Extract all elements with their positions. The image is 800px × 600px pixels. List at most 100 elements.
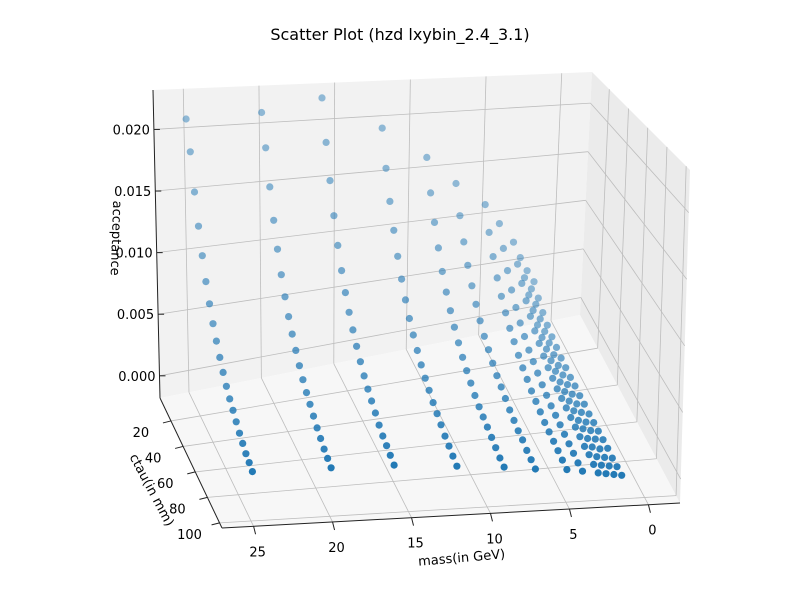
z-grid-line (590, 102, 690, 213)
data-point (429, 399, 437, 407)
data-point (375, 421, 383, 429)
data-point (520, 332, 529, 341)
z-tick-label: 0.015 (114, 185, 151, 200)
data-point (562, 364, 570, 372)
y-tick-label: 40 (145, 451, 162, 466)
data-point (212, 337, 220, 345)
data-point (518, 279, 526, 287)
data-point (563, 381, 572, 389)
z-grid-line (587, 151, 688, 280)
data-point (523, 446, 531, 454)
data-point (476, 317, 484, 325)
data-point (405, 314, 413, 323)
x-tick-label: 15 (407, 537, 424, 552)
data-point (534, 369, 542, 377)
data-point (454, 339, 463, 347)
x-tick-label: 20 (328, 541, 345, 556)
data-point (532, 397, 540, 405)
data-point (219, 368, 227, 376)
data-point (506, 406, 514, 414)
data-point (433, 410, 441, 418)
data-point (182, 115, 190, 123)
data-point (552, 343, 561, 351)
data-point (567, 413, 575, 422)
data-point (484, 346, 493, 354)
data-point (459, 353, 467, 361)
y-tick-mark (187, 471, 196, 475)
data-point (398, 275, 406, 283)
data-point (514, 351, 523, 359)
data-point (522, 297, 530, 305)
data-point (585, 451, 593, 459)
data-point (194, 222, 203, 230)
data-point (493, 372, 501, 380)
data-point (318, 94, 326, 102)
data-point (545, 428, 553, 436)
data-point (479, 413, 487, 421)
data-point (547, 402, 555, 410)
data-point (514, 427, 522, 435)
data-point (302, 389, 311, 397)
z-tick-label: 0.000 (118, 370, 155, 385)
data-point (501, 394, 509, 403)
data-point (205, 300, 214, 308)
data-point (338, 267, 346, 275)
data-point (288, 330, 296, 338)
data-point (413, 346, 421, 355)
data-point (560, 430, 569, 438)
data-point (525, 291, 533, 299)
data-point (565, 440, 573, 448)
data-point (531, 327, 539, 335)
data-point (417, 361, 425, 369)
data-point (497, 292, 505, 300)
data-point (563, 466, 571, 474)
data-point (587, 427, 595, 435)
data-point (562, 404, 570, 412)
data-point (503, 267, 512, 275)
data-point (281, 293, 289, 301)
data-point (566, 373, 575, 381)
x-tick-label: 0 (648, 524, 656, 539)
data-point (588, 443, 596, 451)
z-tick-label: 0.005 (117, 308, 154, 323)
x-tick-mark (489, 513, 493, 522)
data-point (576, 392, 584, 400)
data-point (536, 315, 544, 323)
data-point (242, 450, 250, 458)
data-point (383, 442, 391, 450)
data-point (232, 418, 240, 426)
z-tick-label: 0.020 (113, 123, 150, 138)
data-point (516, 254, 524, 262)
axis-lines (152, 89, 681, 529)
tick-labels: 0 5 10 15 20 25 20 40 60 80 100 0.000 0.005 0.010 0.01… (113, 123, 657, 560)
data-point (519, 436, 527, 444)
x-grid-line (550, 320, 649, 505)
data-point (597, 461, 606, 469)
x-tick-mark (332, 521, 336, 531)
data-point (341, 289, 349, 297)
data-point (527, 387, 536, 395)
data-point (605, 462, 613, 470)
data-point (371, 409, 379, 417)
data-point (565, 397, 573, 405)
data-point (558, 456, 567, 464)
data-point (379, 432, 387, 440)
data-point (529, 306, 537, 314)
data-point (516, 319, 524, 327)
data-point (591, 435, 599, 443)
x-grid-line (188, 392, 254, 527)
y-tick-mark (162, 420, 172, 424)
data-point (198, 252, 206, 260)
data-point (472, 300, 480, 308)
data-point (480, 332, 488, 340)
y-tick-label: 20 (133, 426, 150, 441)
data-point (438, 267, 446, 276)
data-point (549, 374, 557, 382)
data-point (602, 470, 610, 478)
y-axis-line (159, 397, 223, 529)
data-point (394, 252, 402, 260)
data-point (556, 378, 564, 386)
x-tick-label: 5 (569, 528, 577, 543)
data-point (277, 271, 285, 279)
